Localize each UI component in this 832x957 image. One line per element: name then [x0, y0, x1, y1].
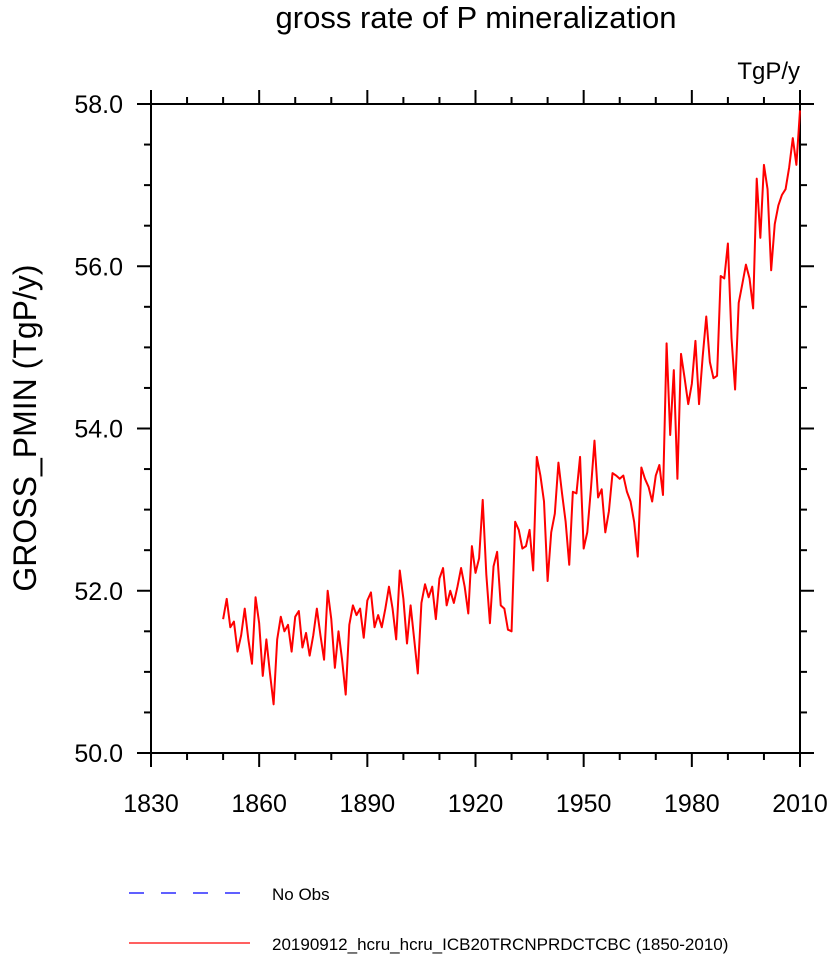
axis-tick-labels: 1830 1860 1890 1920 1950 1980 2010 50.0 52.0 54.0…	[74, 91, 827, 818]
chart-title: gross rate of P mineralization	[276, 0, 677, 35]
legend: No Obs 20190912_hcru_hcru_ICB20TRCNPRDCT…	[129, 885, 728, 954]
x-tick-label: 1980	[664, 790, 720, 818]
y-tick-label: 56.0	[74, 253, 123, 281]
legend-label-model: 20190912_hcru_hcru_ICB20TRCNPRDCTCBC (18…	[272, 935, 728, 954]
series-line-model	[222, 110, 801, 706]
x-tick-label: 1950	[556, 790, 612, 818]
x-tick-label: 1920	[448, 790, 504, 818]
x-tick-label: 1860	[231, 790, 287, 818]
y-axis-label: GROSS_PMIN (TgP/y)	[7, 264, 43, 591]
x-tick-label: 1830	[123, 790, 179, 818]
y-tick-label: 54.0	[74, 416, 123, 444]
series-group	[222, 110, 801, 706]
units-label: TgP/y	[737, 58, 800, 85]
axis-ticks	[137, 90, 814, 767]
x-tick-label: 1890	[340, 790, 396, 818]
legend-label-no-obs: No Obs	[272, 885, 330, 904]
plot-frame	[150, 103, 801, 754]
y-tick-label: 52.0	[74, 578, 123, 606]
y-tick-label: 58.0	[74, 91, 123, 119]
y-tick-label: 50.0	[74, 740, 123, 768]
x-tick-label: 2010	[772, 790, 828, 818]
